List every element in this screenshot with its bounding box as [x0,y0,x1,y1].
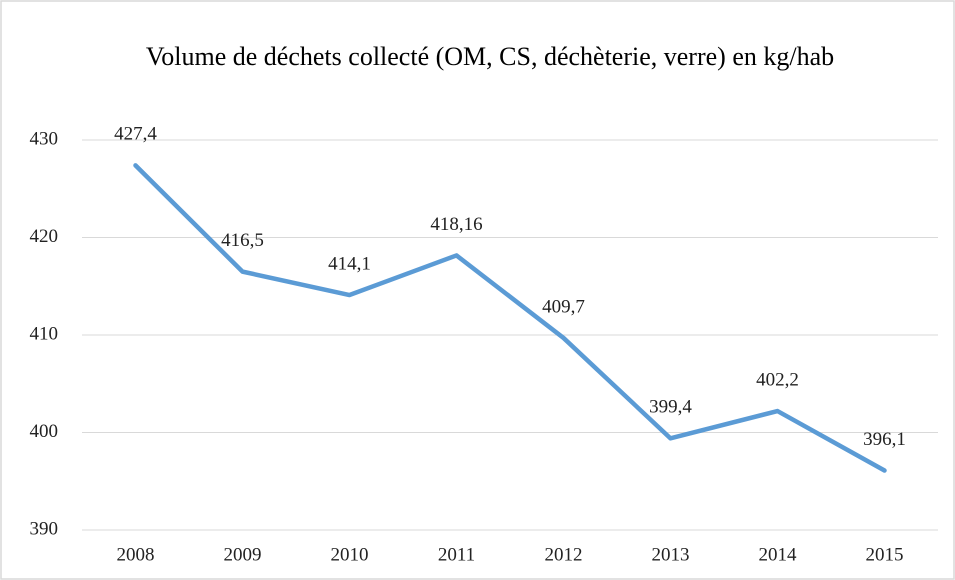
data-label: 396,1 [863,429,906,450]
x-tick-label: 2011 [438,544,475,565]
x-tick-label: 2014 [759,544,798,565]
chart-title: Volume de déchets collecté (OM, CS, déch… [145,42,835,71]
x-tick-label: 2012 [545,544,583,565]
data-line [133,163,887,473]
data-label: 402,2 [756,369,799,390]
x-tick-label: 2010 [331,544,369,565]
data-label: 399,4 [649,397,692,418]
y-tick-label: 420 [30,226,59,247]
x-tick-label: 2013 [652,544,690,565]
y-tick-label: 410 [30,323,59,344]
y-tick-label: 390 [30,518,59,539]
x-tick-label: 2015 [866,544,904,565]
data-label: 414,1 [328,253,371,274]
data-label: 409,7 [542,296,585,317]
x-tick-label: 2008 [117,544,155,565]
y-tick-label: 430 [30,128,59,149]
data-label: 418,16 [430,214,482,235]
y-tick-label: 400 [30,421,59,442]
data-label: 416,5 [221,230,264,251]
data-label: 427,4 [114,124,157,145]
x-tick-label: 2009 [224,544,262,565]
